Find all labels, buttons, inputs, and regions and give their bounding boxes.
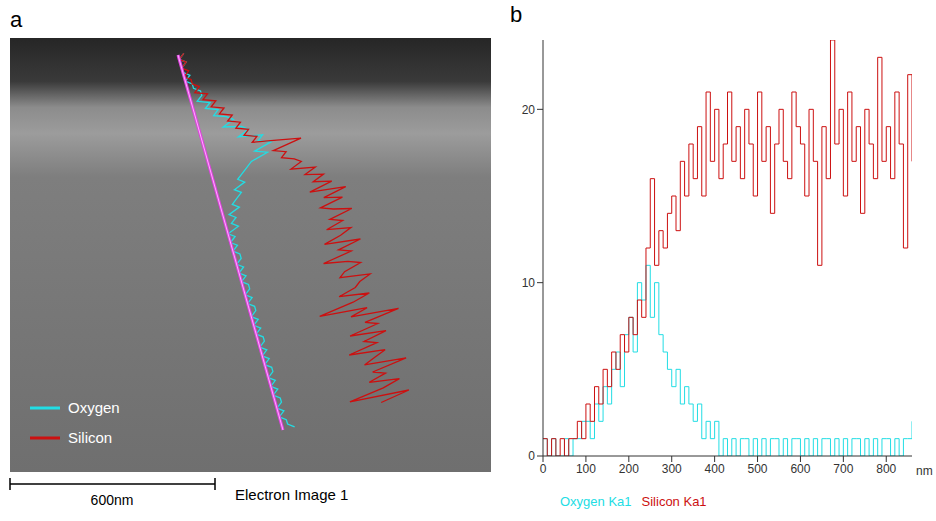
svg-text:400: 400 — [705, 462, 725, 476]
html-text:b: b — [510, 2, 523, 27]
svg-text:10: 10 — [522, 276, 536, 290]
svg-text:20: 20 — [522, 103, 536, 117]
svg-text:200: 200 — [619, 462, 639, 476]
svg-text:600nm: 600nm — [91, 492, 134, 508]
html-text:Silicon Ka1: Silicon Ka1 — [641, 494, 707, 509]
svg-text:300: 300 — [662, 462, 682, 476]
svg-text:100: 100 — [576, 462, 596, 476]
svg-text:600: 600 — [790, 462, 810, 476]
svg-text:Silicon: Silicon — [68, 429, 112, 446]
svg-text:Electron Image 1: Electron Image 1 — [235, 486, 348, 503]
svg-text:0: 0 — [528, 449, 535, 463]
svg-text:800: 800 — [876, 462, 896, 476]
svg-text:Oxygen: Oxygen — [68, 399, 120, 416]
html-text:Oxygen Ka1: Oxygen Ka1 — [560, 494, 632, 509]
svg-text:0: 0 — [540, 462, 547, 476]
svg-text:700: 700 — [833, 462, 853, 476]
svg-text:a: a — [10, 7, 23, 32]
svg-text:500: 500 — [748, 462, 768, 476]
svg-text:nm: nm — [916, 464, 933, 478]
